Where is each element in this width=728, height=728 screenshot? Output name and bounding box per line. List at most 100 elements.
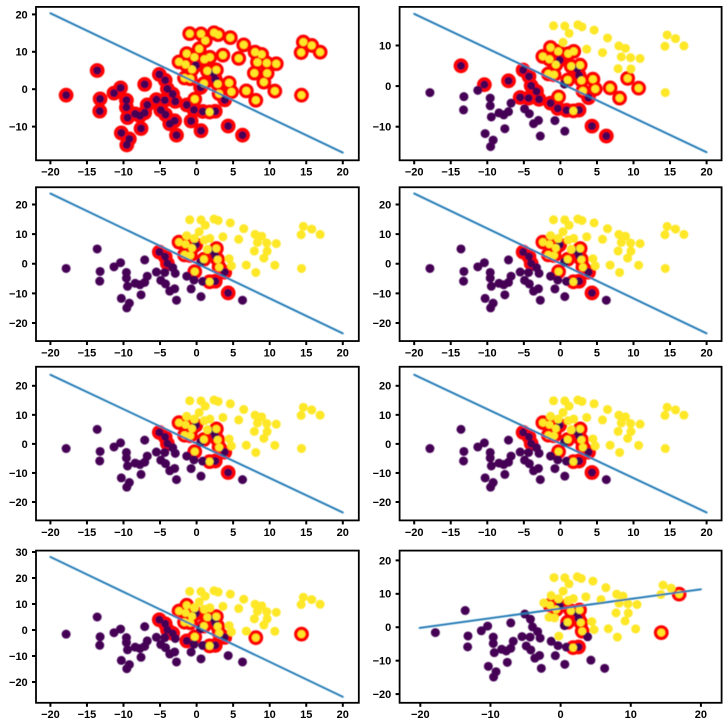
- svg-text:−10: −10: [373, 468, 392, 480]
- svg-text:10: 10: [15, 229, 27, 241]
- svg-text:15: 15: [300, 527, 312, 539]
- svg-text:0: 0: [385, 259, 391, 271]
- svg-text:−20: −20: [9, 318, 28, 330]
- svg-text:0: 0: [385, 81, 391, 93]
- svg-text:20: 20: [379, 381, 391, 393]
- svg-text:0: 0: [194, 709, 200, 721]
- svg-text:30: 30: [15, 547, 27, 559]
- svg-text:−5: −5: [518, 347, 531, 359]
- svg-text:10: 10: [15, 410, 27, 422]
- svg-text:−20: −20: [405, 347, 424, 359]
- svg-text:−20: −20: [373, 689, 392, 701]
- svg-text:20: 20: [15, 573, 27, 585]
- svg-text:10: 10: [627, 167, 639, 179]
- svg-text:15: 15: [300, 709, 312, 721]
- svg-text:−15: −15: [78, 347, 97, 359]
- svg-text:10: 10: [264, 167, 276, 179]
- svg-text:20: 20: [15, 199, 27, 211]
- svg-text:15: 15: [300, 167, 312, 179]
- svg-text:15: 15: [664, 527, 676, 539]
- svg-text:0: 0: [558, 709, 564, 721]
- svg-text:15: 15: [664, 167, 676, 179]
- svg-text:−10: −10: [114, 709, 133, 721]
- svg-text:0: 0: [194, 527, 200, 539]
- svg-text:0: 0: [22, 625, 28, 637]
- svg-text:20: 20: [379, 199, 391, 211]
- svg-text:−5: −5: [518, 167, 531, 179]
- svg-text:−15: −15: [441, 347, 460, 359]
- svg-text:−10: −10: [478, 167, 497, 179]
- svg-text:−20: −20: [9, 497, 28, 509]
- svg-text:20: 20: [15, 9, 27, 21]
- svg-text:−5: −5: [518, 527, 531, 539]
- svg-text:−15: −15: [78, 709, 97, 721]
- svg-text:10: 10: [627, 527, 639, 539]
- svg-text:10: 10: [379, 589, 391, 601]
- svg-text:20: 20: [337, 527, 349, 539]
- svg-text:−5: −5: [154, 167, 167, 179]
- svg-text:10: 10: [264, 347, 276, 359]
- svg-text:10: 10: [15, 47, 27, 59]
- svg-text:20: 20: [700, 167, 712, 179]
- svg-text:20: 20: [337, 347, 349, 359]
- svg-text:20: 20: [695, 709, 707, 721]
- svg-text:−10: −10: [114, 167, 133, 179]
- svg-text:5: 5: [594, 527, 600, 539]
- svg-text:−10: −10: [373, 288, 392, 300]
- svg-text:−20: −20: [405, 167, 424, 179]
- svg-text:−10: −10: [478, 347, 497, 359]
- svg-text:−20: −20: [373, 318, 392, 330]
- svg-text:0: 0: [194, 347, 200, 359]
- svg-text:−15: −15: [441, 167, 460, 179]
- svg-text:20: 20: [700, 347, 712, 359]
- svg-text:15: 15: [300, 347, 312, 359]
- svg-text:0: 0: [385, 439, 391, 451]
- svg-text:5: 5: [230, 709, 236, 721]
- svg-text:−5: −5: [154, 347, 167, 359]
- svg-text:−20: −20: [405, 527, 424, 539]
- svg-text:0: 0: [194, 167, 200, 179]
- svg-text:20: 20: [337, 167, 349, 179]
- svg-text:0: 0: [22, 439, 28, 451]
- svg-text:0: 0: [385, 622, 391, 634]
- svg-text:5: 5: [594, 347, 600, 359]
- svg-text:−10: −10: [373, 656, 392, 668]
- svg-text:−5: −5: [154, 709, 167, 721]
- svg-text:15: 15: [664, 347, 676, 359]
- svg-text:0: 0: [22, 84, 28, 96]
- svg-text:−10: −10: [9, 468, 28, 480]
- svg-text:5: 5: [230, 167, 236, 179]
- svg-text:10: 10: [625, 709, 637, 721]
- svg-text:20: 20: [337, 709, 349, 721]
- svg-text:−10: −10: [9, 651, 28, 663]
- svg-text:−20: −20: [41, 527, 60, 539]
- svg-text:10: 10: [15, 599, 27, 611]
- svg-text:−15: −15: [441, 527, 460, 539]
- svg-text:10: 10: [379, 410, 391, 422]
- svg-text:0: 0: [557, 347, 563, 359]
- svg-text:0: 0: [557, 527, 563, 539]
- svg-text:−15: −15: [78, 527, 97, 539]
- svg-text:20: 20: [379, 555, 391, 567]
- svg-text:20: 20: [700, 527, 712, 539]
- svg-text:10: 10: [264, 709, 276, 721]
- svg-text:−10: −10: [114, 347, 133, 359]
- svg-text:0: 0: [557, 167, 563, 179]
- svg-text:−10: −10: [9, 288, 28, 300]
- svg-text:20: 20: [15, 381, 27, 393]
- svg-text:−10: −10: [9, 122, 28, 134]
- svg-text:−20: −20: [41, 347, 60, 359]
- svg-text:−10: −10: [478, 527, 497, 539]
- svg-text:0: 0: [22, 259, 28, 271]
- svg-text:10: 10: [627, 347, 639, 359]
- svg-text:10: 10: [379, 40, 391, 52]
- svg-text:−5: −5: [154, 527, 167, 539]
- svg-text:5: 5: [230, 527, 236, 539]
- svg-text:−15: −15: [78, 167, 97, 179]
- svg-text:10: 10: [379, 229, 391, 241]
- svg-text:−20: −20: [41, 709, 60, 721]
- svg-text:−10: −10: [481, 709, 500, 721]
- svg-text:−20: −20: [373, 497, 392, 509]
- svg-text:5: 5: [594, 167, 600, 179]
- svg-text:−10: −10: [373, 122, 392, 134]
